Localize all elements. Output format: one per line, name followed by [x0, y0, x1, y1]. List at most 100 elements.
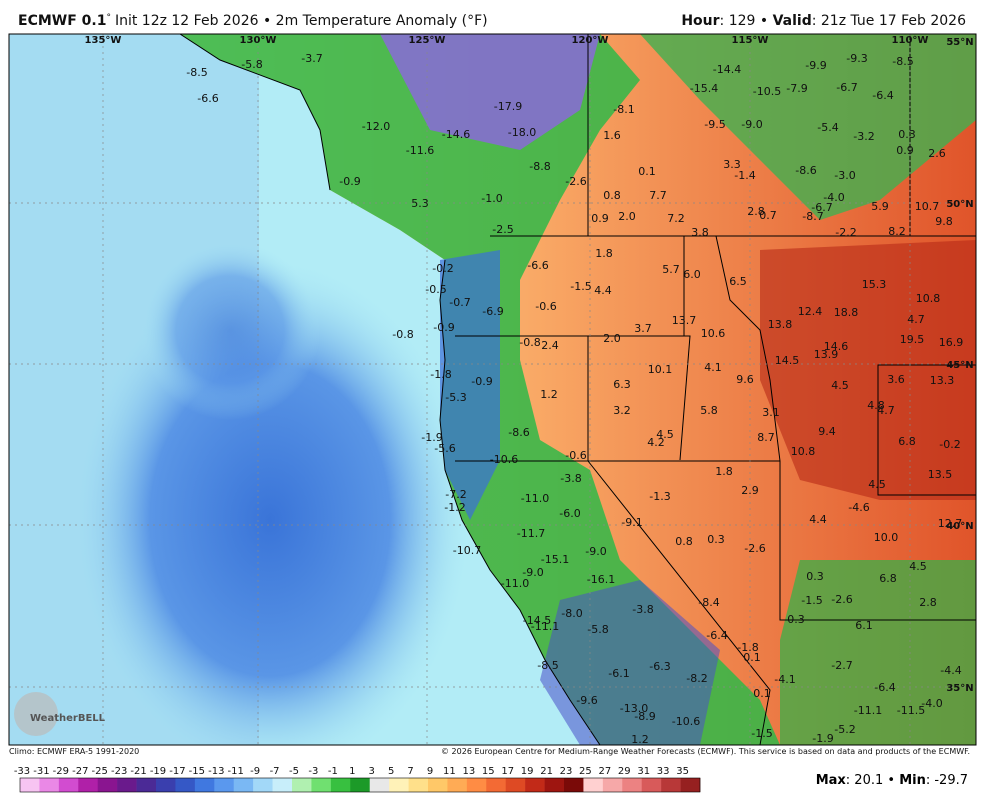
temperature-anomaly: 3.1 [762, 406, 780, 419]
temperature-anomaly: 8.2 [888, 225, 906, 238]
latitude-label: 35°N [946, 683, 973, 694]
temperature-anomaly: -6.7 [836, 81, 857, 94]
longitude-label: 120°W [572, 35, 609, 46]
degree: ° [106, 13, 111, 23]
temperature-anomaly: 0.7 [759, 209, 777, 222]
coastline [439, 259, 601, 745]
colorbar-label: -27 [72, 766, 88, 777]
colorbar-swatch [602, 778, 623, 792]
temperature-anomaly: -10.7 [453, 544, 481, 557]
colorbar-label: 7 [407, 766, 413, 777]
temperature-anomaly: 10.0 [874, 531, 899, 544]
colorbar-label: -5 [289, 766, 299, 777]
temperature-anomaly: 14.6 [824, 340, 849, 353]
cold-northeast [640, 34, 976, 220]
temperature-anomaly: 1.6 [603, 129, 621, 142]
temperature-anomaly: -1.4 [734, 169, 755, 182]
temperature-anomaly: -11.5 [897, 704, 925, 717]
colorbar-frame [19, 777, 701, 793]
colorbar-label: -15 [189, 766, 205, 777]
temperature-anomaly: -5.8 [587, 623, 608, 636]
temperature-anomaly: -8.1 [613, 103, 634, 116]
copyright: © 2026 European Centre for Medium-Range … [441, 747, 970, 756]
colorbar-label: -7 [270, 766, 280, 777]
temperature-anomaly: 0.3 [707, 533, 725, 546]
colorbar-swatch [447, 778, 468, 792]
temperature-anomaly: 5.7 [662, 263, 680, 276]
temperature-anomaly: 4.7 [877, 404, 895, 417]
latitude-label: 40°N [946, 521, 973, 532]
temperature-anomaly: 4.8 [867, 399, 885, 412]
colorbar-label: 19 [521, 766, 534, 777]
state-line [588, 236, 780, 462]
temperature-anomaly: -1.3 [649, 490, 670, 503]
temperature-anomaly: 2.0 [618, 210, 636, 223]
temperature-anomaly: -11.0 [501, 577, 529, 590]
colorbar-swatch [39, 778, 60, 792]
colorbar-label: -13 [208, 766, 224, 777]
temperature-anomaly: 0.1 [753, 687, 771, 700]
description: Init 12z 12 Feb 2026 • 2m Temperature An… [115, 13, 488, 29]
max-min: Max: 20.1 • Min: -29.7 [816, 773, 968, 788]
temperature-anomaly: 0.3 [898, 128, 916, 141]
temperature-anomaly: 9.6 [736, 373, 754, 386]
temperature-anomaly: 10.8 [916, 292, 941, 305]
temperature-anomaly: 5.9 [871, 200, 889, 213]
temperature-anomaly: -2.5 [492, 223, 513, 236]
colorbar-swatch [233, 778, 254, 792]
temperature-anomaly: -17.9 [494, 100, 522, 113]
max-label: Max [816, 773, 847, 788]
temperature-anomaly: -11.6 [406, 144, 434, 157]
temperature-anomaly: -8.5 [892, 55, 913, 68]
temperature-anomaly: 12.7 [938, 517, 963, 530]
temperature-anomaly: -0.8 [519, 336, 540, 349]
warm-region [760, 240, 976, 500]
temperature-anomaly: -1.5 [751, 727, 772, 740]
colorbar-swatch [311, 778, 332, 792]
cool-southeast [780, 560, 976, 745]
temperature-anomaly: -5.8 [241, 58, 262, 71]
colorbar-label: 11 [443, 766, 456, 777]
temperature-anomaly: -8.9 [634, 710, 655, 723]
temperature-anomaly: -11.0 [521, 492, 549, 505]
temperature-anomaly: -2.2 [835, 226, 856, 239]
temperature-anomaly: -16.1 [587, 573, 615, 586]
colorbar-swatch [292, 778, 312, 792]
temperature-anomaly: -15.1 [541, 553, 569, 566]
temperature-anomaly: -7.9 [786, 82, 807, 95]
valid-time: Hour: 129 • Valid: 21z Tue 17 Feb 2026 [681, 13, 966, 29]
colorbar-label: 5 [388, 766, 394, 777]
temperature-anomaly: 12.4 [798, 305, 823, 318]
temperature-anomaly: 10.1 [648, 363, 673, 376]
temperature-anomaly: 8.7 [757, 431, 775, 444]
colorbar-label: 33 [657, 766, 670, 777]
temperature-anomaly: -0.9 [339, 175, 360, 188]
temperature-anomaly: -1.9 [421, 431, 442, 444]
temperature-anomaly: -4.4 [940, 664, 961, 677]
temperature-anomaly: -14.5 [523, 614, 551, 627]
temperature-anomaly: 15.3 [862, 278, 887, 291]
colorbar-swatch [97, 778, 118, 792]
temperature-anomaly: -9.0 [522, 566, 543, 579]
temperature-anomaly: 3.2 [613, 404, 631, 417]
colorbar-swatch [136, 778, 157, 792]
cold-anomaly-ocean [140, 240, 320, 420]
temperature-anomaly: -9.5 [704, 118, 725, 131]
temperature-anomaly: 3.8 [691, 226, 709, 239]
longitude-label: 115°W [732, 35, 769, 46]
temperature-anomaly: 10.8 [791, 445, 816, 458]
temperature-anomaly: 4.4 [594, 284, 612, 297]
temperature-anomaly: 14.5 [775, 354, 800, 367]
temperature-anomaly: -6.4 [706, 629, 727, 642]
valid-value: : 21z Tue 17 Feb 2026 [812, 13, 966, 29]
colorbar-label: 13 [462, 766, 475, 777]
max-value: : 20.1 • [846, 773, 899, 788]
temperature-anomaly: 0.8 [603, 189, 621, 202]
colorbar-swatch [253, 778, 273, 792]
temperature-anomaly: -6.6 [527, 259, 548, 272]
colorbar-swatch [505, 778, 526, 792]
longitude-label: 130°W [240, 35, 277, 46]
temperature-anomaly: -1.8 [737, 641, 758, 654]
temperature-anomaly: -11.7 [517, 527, 545, 540]
coastline [179, 34, 331, 191]
